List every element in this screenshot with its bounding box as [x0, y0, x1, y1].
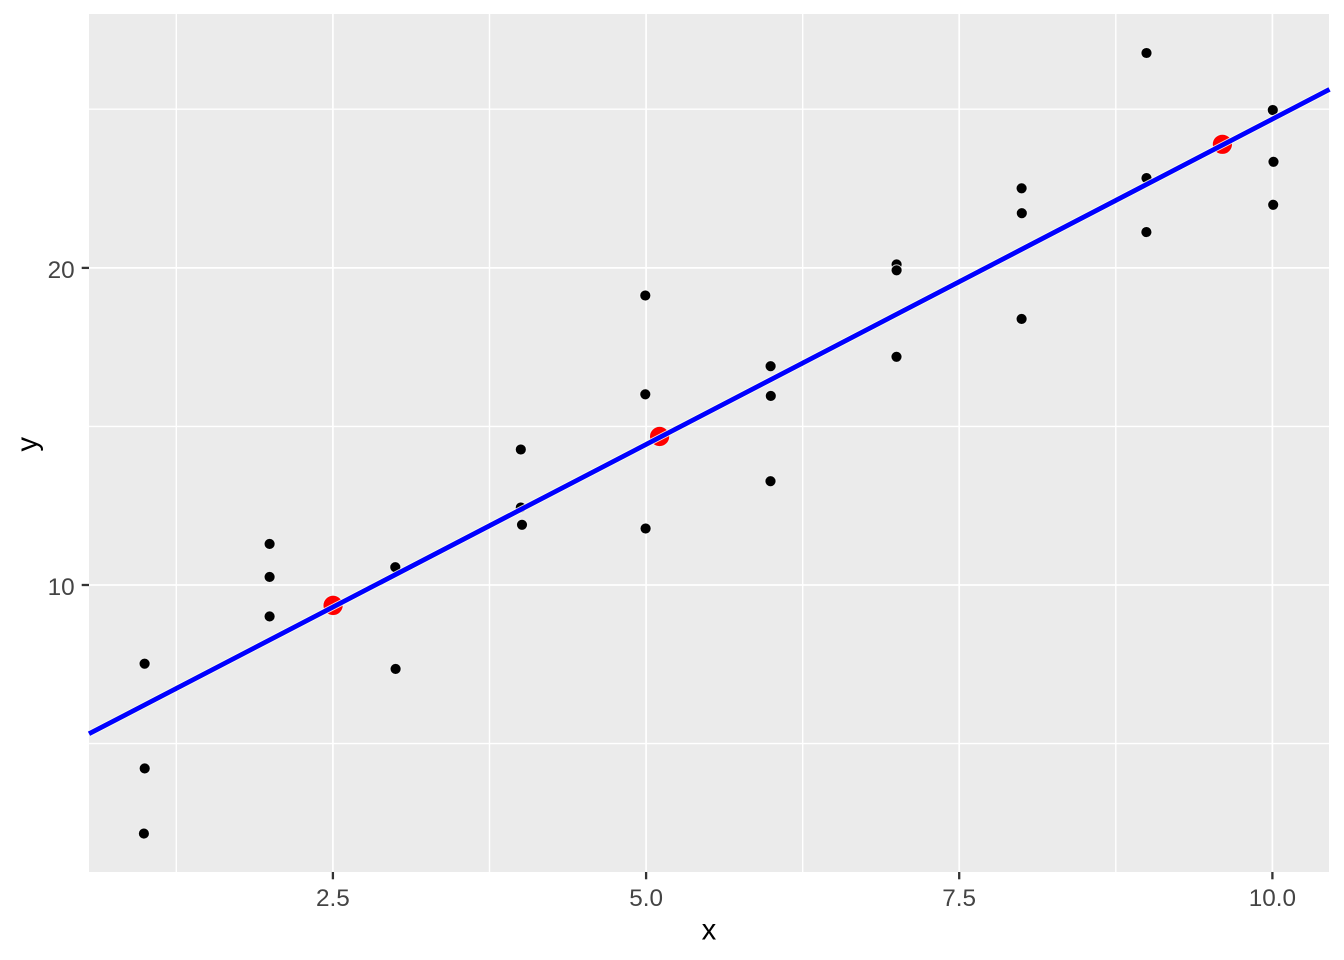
svg-text:10: 10: [48, 574, 75, 601]
svg-text:20: 20: [48, 257, 75, 284]
svg-text:10.0: 10.0: [1249, 885, 1296, 912]
svg-text:2.5: 2.5: [316, 885, 350, 912]
svg-text:5.0: 5.0: [629, 885, 663, 912]
svg-text:7.5: 7.5: [942, 885, 976, 912]
svg-text:x: x: [702, 914, 717, 947]
svg-text:y: y: [11, 437, 44, 452]
